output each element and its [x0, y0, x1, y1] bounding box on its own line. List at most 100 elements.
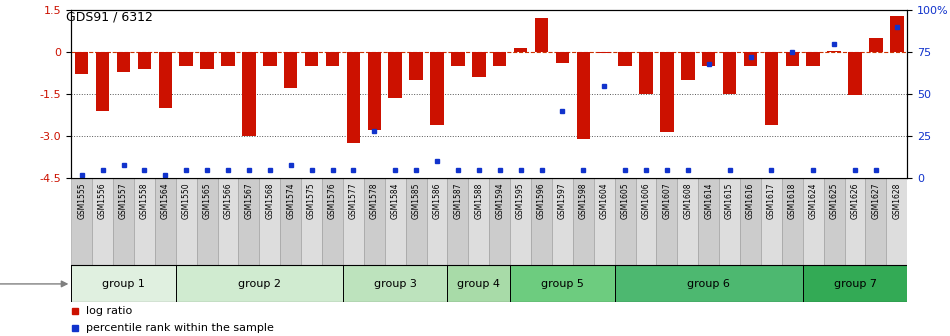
- Bar: [117, 52, 130, 72]
- Bar: [618, 52, 632, 66]
- Text: group 1: group 1: [102, 279, 145, 289]
- Bar: [556, 52, 569, 63]
- Bar: [573, 178, 594, 265]
- Text: GSM1614: GSM1614: [704, 182, 713, 219]
- Bar: [343, 265, 447, 302]
- Bar: [656, 178, 677, 265]
- Bar: [427, 178, 447, 265]
- Text: GSM1555: GSM1555: [77, 182, 86, 219]
- Bar: [639, 52, 653, 94]
- Bar: [406, 178, 427, 265]
- Bar: [827, 51, 841, 52]
- Text: GSM1586: GSM1586: [432, 182, 442, 219]
- Text: group 4: group 4: [457, 279, 501, 289]
- Bar: [848, 52, 862, 95]
- Bar: [594, 178, 615, 265]
- Bar: [845, 178, 865, 265]
- Bar: [886, 178, 907, 265]
- Bar: [765, 52, 778, 125]
- Text: group 3: group 3: [373, 279, 417, 289]
- Text: GSM1574: GSM1574: [286, 182, 295, 219]
- Bar: [238, 178, 259, 265]
- Bar: [200, 52, 214, 69]
- Text: group 6: group 6: [687, 279, 731, 289]
- Bar: [92, 178, 113, 265]
- Bar: [660, 52, 674, 132]
- Text: GSM1598: GSM1598: [579, 182, 588, 219]
- Text: GSM1576: GSM1576: [328, 182, 337, 219]
- Text: GSM1594: GSM1594: [495, 182, 504, 219]
- Text: GSM1568: GSM1568: [265, 182, 275, 219]
- Text: GSM1597: GSM1597: [558, 182, 567, 219]
- Text: GSM1625: GSM1625: [829, 182, 839, 219]
- Bar: [740, 178, 761, 265]
- Bar: [430, 52, 444, 125]
- Bar: [824, 178, 845, 265]
- Text: group 2: group 2: [238, 279, 281, 289]
- Bar: [305, 52, 318, 66]
- Bar: [385, 178, 406, 265]
- Text: GSM1604: GSM1604: [599, 182, 609, 219]
- Bar: [636, 178, 656, 265]
- Bar: [155, 178, 176, 265]
- Text: GSM1577: GSM1577: [349, 182, 358, 219]
- Bar: [301, 178, 322, 265]
- Bar: [138, 52, 151, 69]
- Bar: [869, 38, 883, 52]
- Text: GSM1608: GSM1608: [683, 182, 693, 219]
- Bar: [263, 52, 276, 66]
- Bar: [702, 52, 715, 66]
- Text: GSM1626: GSM1626: [850, 182, 860, 219]
- Bar: [218, 178, 238, 265]
- Bar: [744, 52, 757, 66]
- Bar: [723, 52, 736, 94]
- Bar: [890, 16, 903, 52]
- Text: GSM1606: GSM1606: [641, 182, 651, 219]
- Text: GSM1596: GSM1596: [537, 182, 546, 219]
- Bar: [343, 178, 364, 265]
- Text: group 7: group 7: [833, 279, 877, 289]
- Bar: [719, 178, 740, 265]
- Bar: [803, 178, 824, 265]
- Bar: [677, 178, 698, 265]
- Bar: [510, 178, 531, 265]
- Text: GSM1565: GSM1565: [202, 182, 212, 219]
- Bar: [134, 178, 155, 265]
- Bar: [761, 178, 782, 265]
- Bar: [510, 265, 615, 302]
- Bar: [531, 178, 552, 265]
- Bar: [259, 178, 280, 265]
- Bar: [180, 52, 193, 66]
- Bar: [577, 52, 590, 139]
- Bar: [493, 52, 506, 66]
- Bar: [176, 265, 343, 302]
- Text: GSM1616: GSM1616: [746, 182, 755, 219]
- Text: GSM1550: GSM1550: [181, 182, 191, 219]
- Text: GSM1564: GSM1564: [161, 182, 170, 219]
- Bar: [221, 52, 235, 66]
- Bar: [322, 178, 343, 265]
- Text: GSM1557: GSM1557: [119, 182, 128, 219]
- Text: GSM1584: GSM1584: [390, 182, 400, 219]
- Text: GSM1615: GSM1615: [725, 182, 734, 219]
- Text: GSM1624: GSM1624: [808, 182, 818, 219]
- Text: GSM1575: GSM1575: [307, 182, 316, 219]
- Text: GSM1558: GSM1558: [140, 182, 149, 219]
- Text: GSM1567: GSM1567: [244, 182, 254, 219]
- Text: GDS91 / 6312: GDS91 / 6312: [66, 10, 153, 23]
- Bar: [598, 52, 611, 53]
- Text: log ratio: log ratio: [86, 306, 133, 316]
- Bar: [364, 178, 385, 265]
- Bar: [468, 178, 489, 265]
- Bar: [514, 48, 527, 52]
- Bar: [159, 52, 172, 108]
- Bar: [280, 178, 301, 265]
- Text: GSM1628: GSM1628: [892, 182, 902, 219]
- Bar: [409, 52, 423, 80]
- Text: GSM1585: GSM1585: [411, 182, 421, 219]
- Bar: [786, 52, 799, 66]
- Bar: [71, 265, 176, 302]
- Bar: [284, 52, 297, 88]
- Bar: [489, 178, 510, 265]
- Text: GSM1588: GSM1588: [474, 182, 484, 219]
